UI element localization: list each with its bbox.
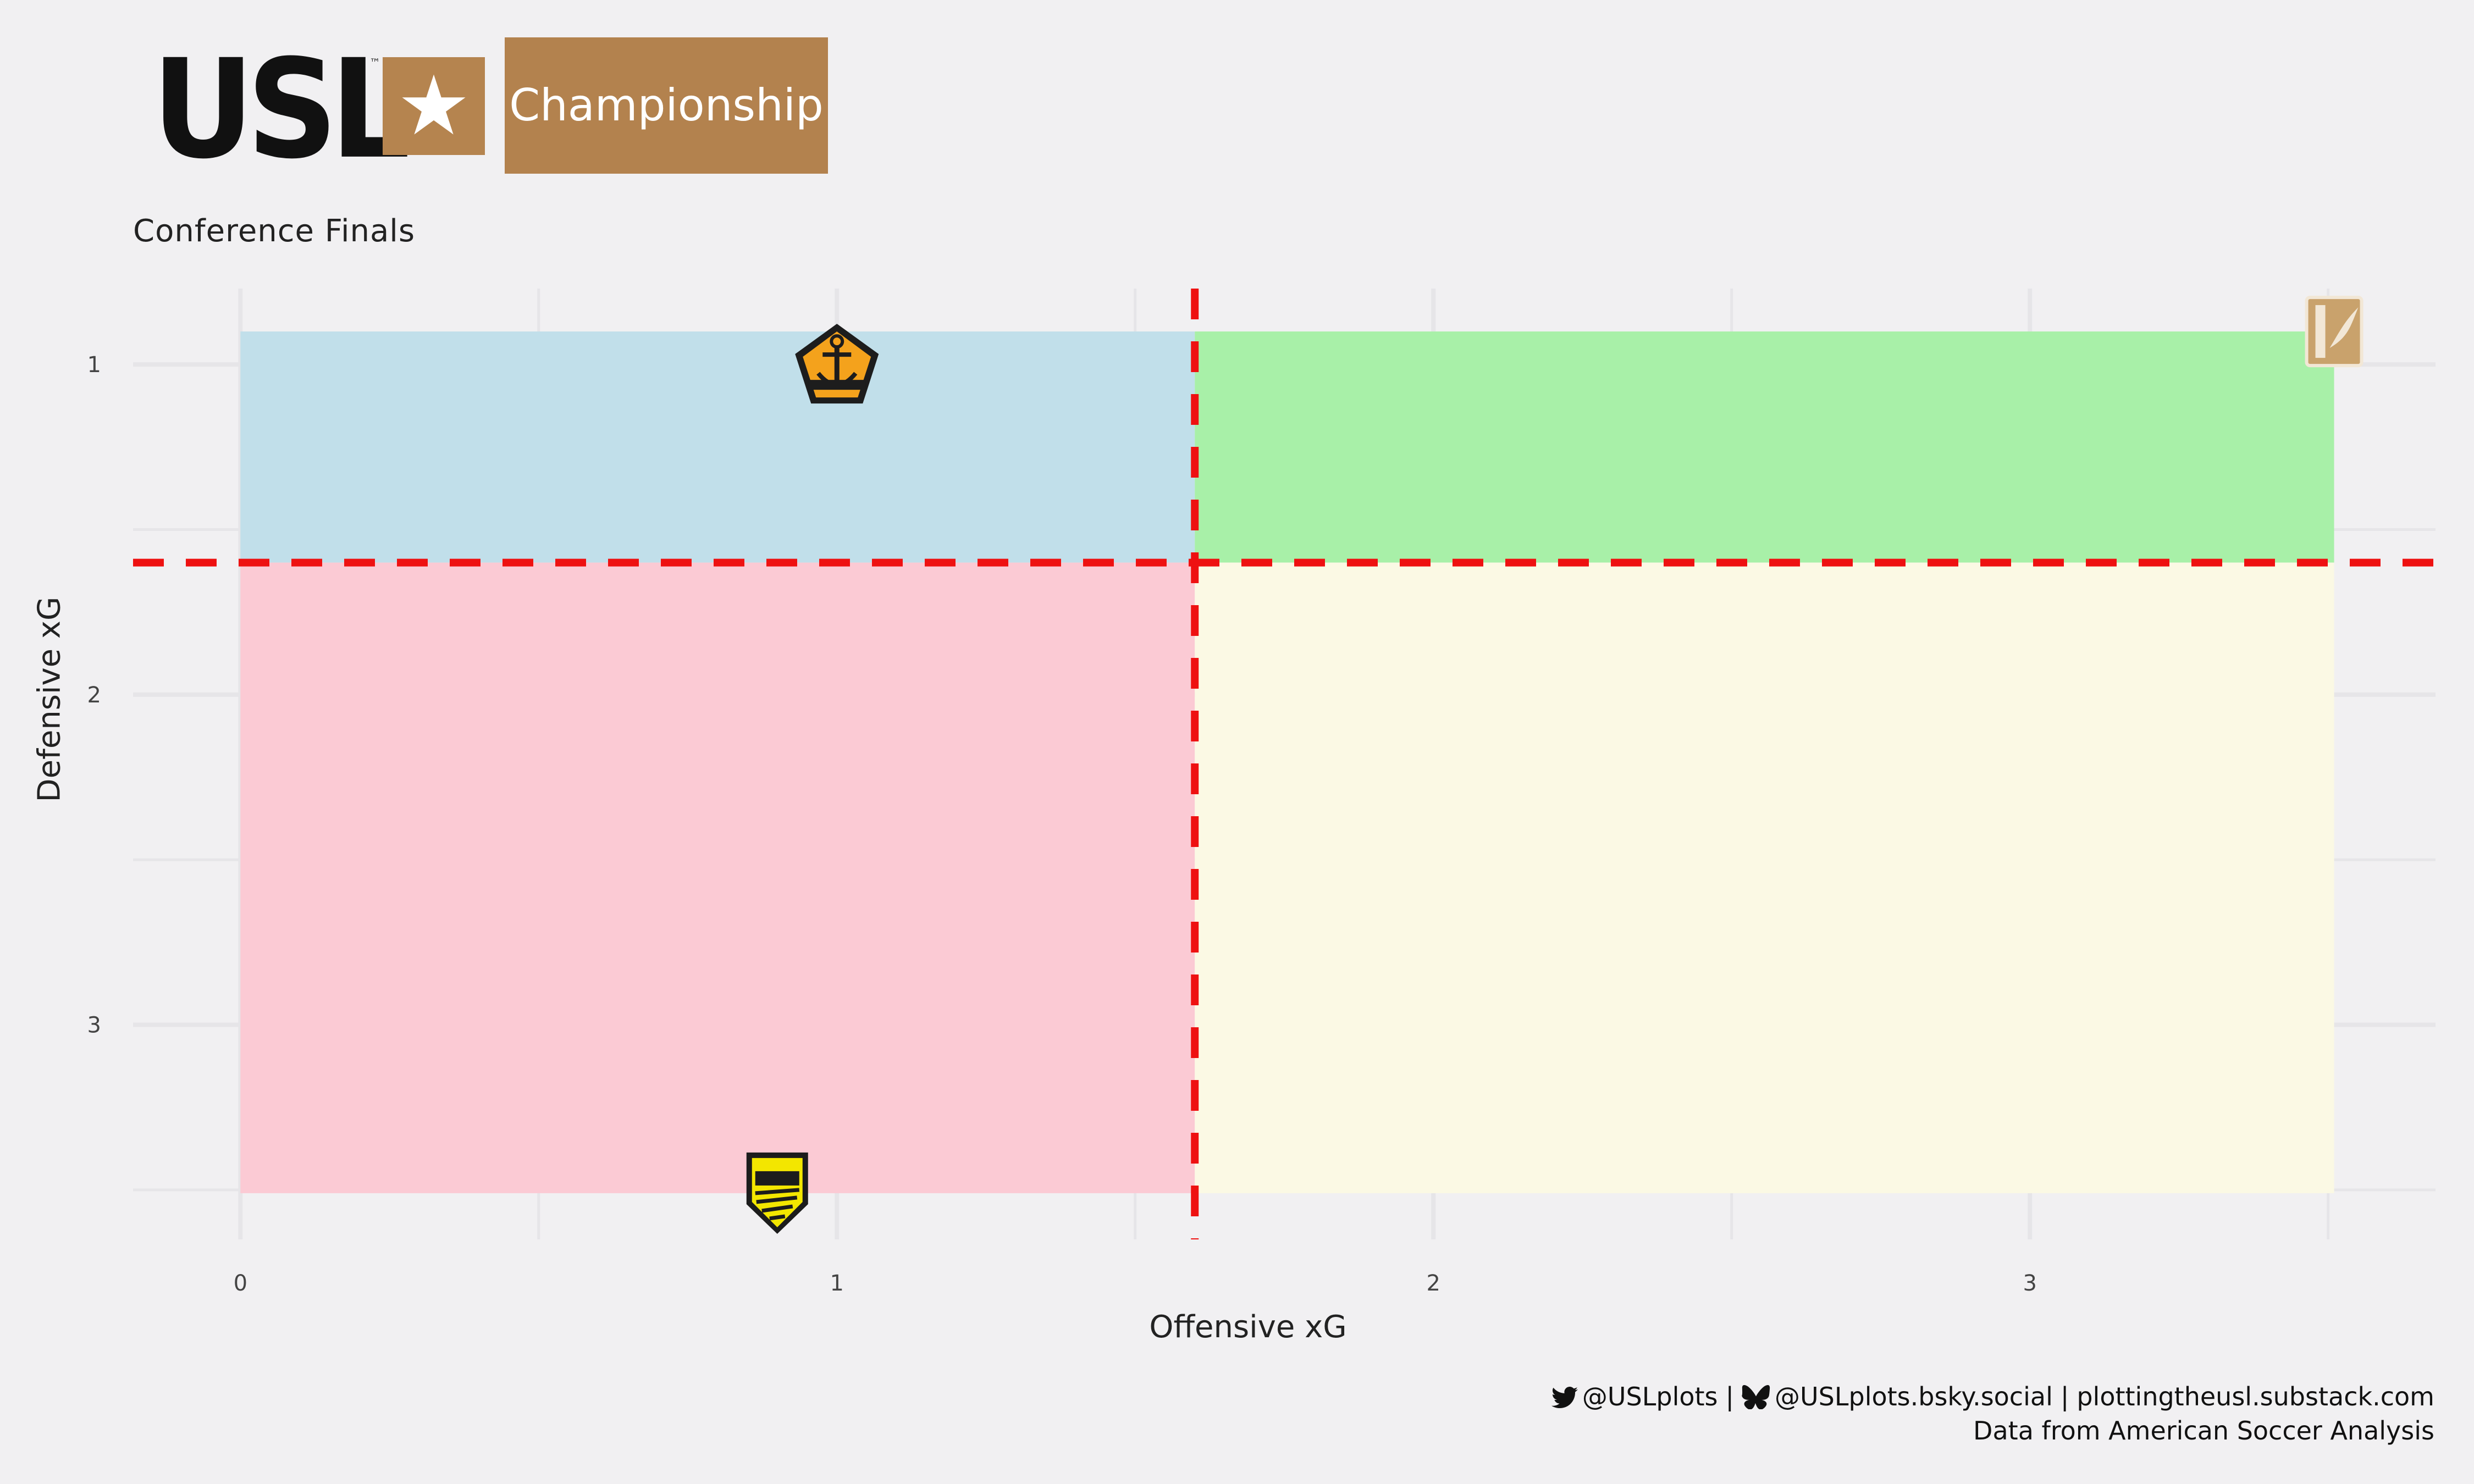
bluesky-butterfly-icon [1742,1385,1770,1410]
y-axis-label: Defensive xG [31,596,68,802]
united-bar [755,1171,799,1186]
reference-lines [133,289,2436,1239]
caption-separator: | [2060,1382,2069,1411]
y-tick-label: 3 [87,1013,101,1038]
twitter-handle: @USLplots [1582,1382,1718,1411]
quadrants [240,331,2334,1193]
shield-stripes [755,1188,800,1221]
x-tick-label: 3 [2023,1271,2036,1296]
x-tick-label: 0 [234,1271,247,1296]
badge-stripe [2315,305,2326,358]
usl-star-badge: ★ [383,57,485,155]
new-mexico-united-logo [746,1152,808,1234]
rhode-island-fc-logo [795,324,879,404]
bluesky-handle: @USLplots.bsky.social [1775,1382,2053,1411]
bird-wing [2329,307,2359,348]
tulsa-logo [2305,296,2363,368]
quadrant-top-left [240,331,1195,563]
data-source-line: Data from American Soccer Analysis [1973,1416,2434,1446]
quadrant-top-right [1195,331,2334,563]
team-points [746,296,2363,1234]
axis-ticks: 0 1 2 3 1 2 3 [87,352,2037,1296]
championship-badge: Championship [505,37,828,174]
quadrant-bottom-right [1195,562,2334,1193]
chart-subtitle: Conference Finals [133,213,416,249]
x-axis-label: Offensive xG [1149,1309,1347,1345]
quadrant-bottom-left [240,562,1195,1193]
badge-ribbon [808,380,866,390]
star-icon: ★ [396,58,471,154]
trademark-mark: ™ [369,56,380,69]
x-tick-label: 2 [1427,1271,1440,1296]
social-line: @USLplots | @USLplots.bsky.social | plottin… [1551,1380,2434,1414]
x-tick-label: 1 [830,1271,844,1296]
badge-shield [2305,296,2363,368]
caption: @USLplots | @USLplots.bsky.social | plottin… [1551,1380,2434,1448]
usl-championship-logo: USL ™ ★ Championship [152,30,828,190]
usl-wordmark: USL [152,30,411,190]
substack-url: plottingtheusl.substack.com [2077,1382,2434,1411]
y-tick-label: 2 [87,683,101,708]
y-tick-label: 1 [87,352,101,378]
caption-separator: | [1725,1382,1735,1411]
twitter-bird-icon [1551,1387,1578,1408]
